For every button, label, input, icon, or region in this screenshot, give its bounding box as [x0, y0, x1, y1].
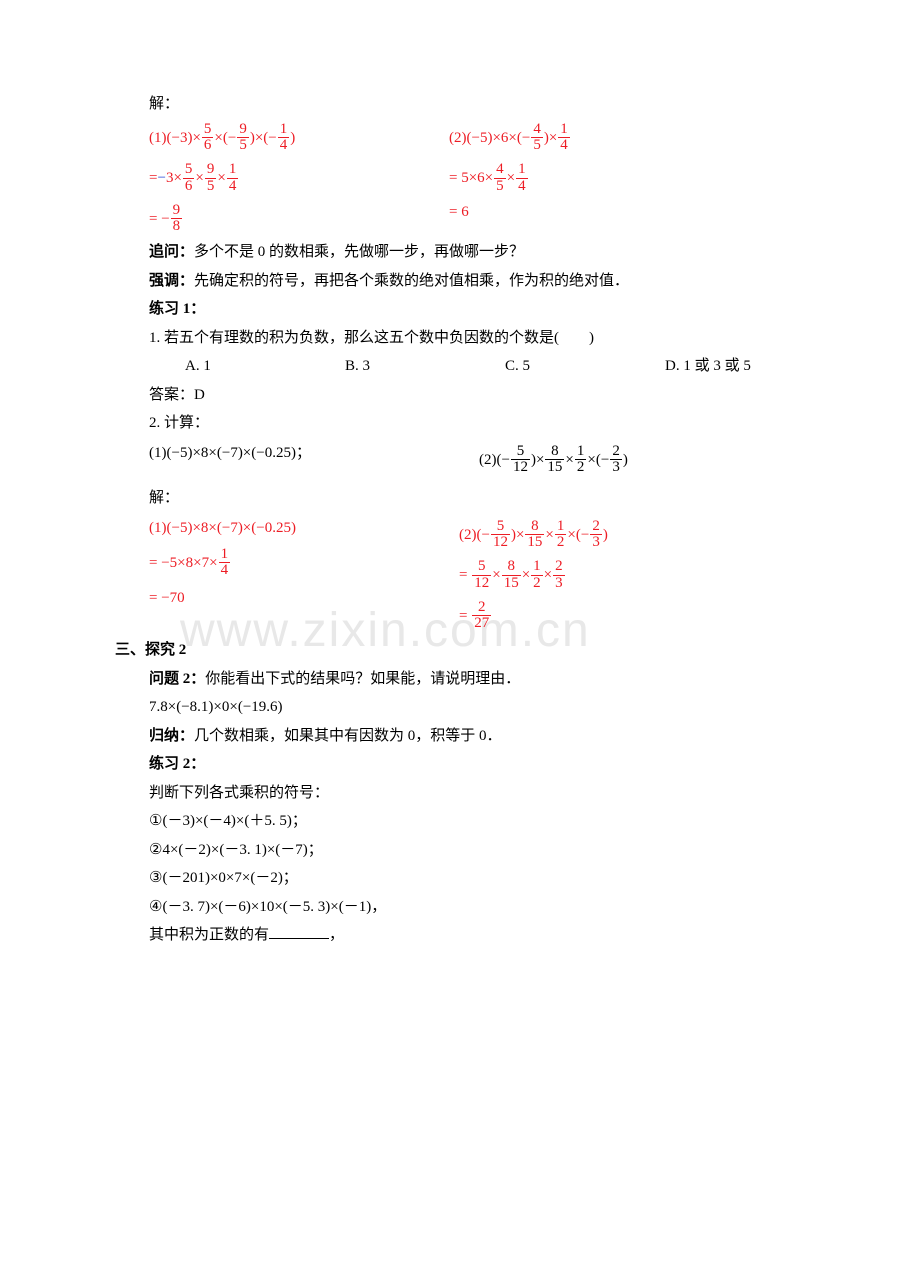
- final-line: 其中积为正数的有，: [115, 921, 805, 950]
- item-4: ④(－3. 7)×(－6)×10×(－5. 3)×(－1)，: [115, 893, 805, 922]
- worked-left-line2: =−3×56×95×14: [149, 162, 449, 195]
- sol2-right-line3: = 227: [459, 600, 608, 633]
- q1-opt-b: B. 3: [345, 352, 505, 381]
- problem2-line: 问题 2：你能看出下式的结果吗？如果能，请说明理由．: [115, 665, 805, 694]
- practice2-label: 练习 2：: [115, 750, 805, 779]
- worked-right-line3: = 6: [449, 203, 805, 236]
- q1-answer: 答案：D: [115, 381, 805, 410]
- sol2-left-line3: = −70: [149, 589, 459, 607]
- q1-opt-a: A. 1: [185, 352, 345, 381]
- worked-right-line2: = 5×6×45×14: [449, 162, 805, 195]
- q1-options: A. 1 B. 3 C. 5 D. 1 或 3 或 5: [115, 352, 805, 381]
- emphasis-line: 强调：先确定积的符号，再把各个乘数的绝对值相乘，作为积的绝对值．: [115, 267, 805, 296]
- item-3: ③(－201)×0×7×(－2)；: [115, 864, 805, 893]
- sol2-right-line1: (2)(−512)×815×12×(−23): [459, 519, 608, 552]
- worked-left-line1: (1)(−3)×56×(−95)×(−14): [149, 122, 449, 155]
- q2-left: (1)(−5)×8×(−7)×(−0.25)；: [149, 444, 479, 477]
- q2-label: 2. 计算：: [115, 409, 805, 438]
- item-1: ①(－3)×(－4)×(＋5. 5)；: [115, 807, 805, 836]
- q1-stem: 1. 若五个有理数的积为负数，那么这五个数中负因数的个数是( ): [115, 324, 805, 353]
- fill-blank: [269, 923, 329, 939]
- summary-line: 归纳：几个数相乘，如果其中有因数为 0，积等于 0．: [115, 722, 805, 751]
- sol2-left-line1: (1)(−5)×8×(−7)×(−0.25): [149, 519, 459, 537]
- problem2-expr: 7.8×(−8.1)×0×(−19.6): [115, 693, 805, 722]
- worked-left-line3: = −98: [149, 203, 449, 236]
- practice1-label: 练习 1：: [115, 295, 805, 324]
- solution-label: 解：: [115, 90, 805, 119]
- solution2-label: 解：: [115, 484, 805, 513]
- sol2-left-line2: = −5×8×7×14: [149, 547, 459, 580]
- section3-label: 三、探究 2: [115, 636, 805, 665]
- q1-opt-c: C. 5: [505, 352, 665, 381]
- followup-line: 追问：多个不是 0 的数相乘，先做哪一步，再做哪一步？: [115, 238, 805, 267]
- q1-opt-d: D. 1 或 3 或 5: [665, 352, 805, 381]
- sol2-right-line2: = 512×815×12×23: [459, 559, 608, 592]
- item-2: ②4×(－2)×(－3. 1)×(－7)；: [115, 836, 805, 865]
- q2-right: (2)(−512)×815×12×(−23): [479, 444, 628, 477]
- worked-right-line1: (2)(−5)×6×(−45)×14: [449, 122, 805, 155]
- judge-label: 判断下列各式乘积的符号：: [115, 779, 805, 808]
